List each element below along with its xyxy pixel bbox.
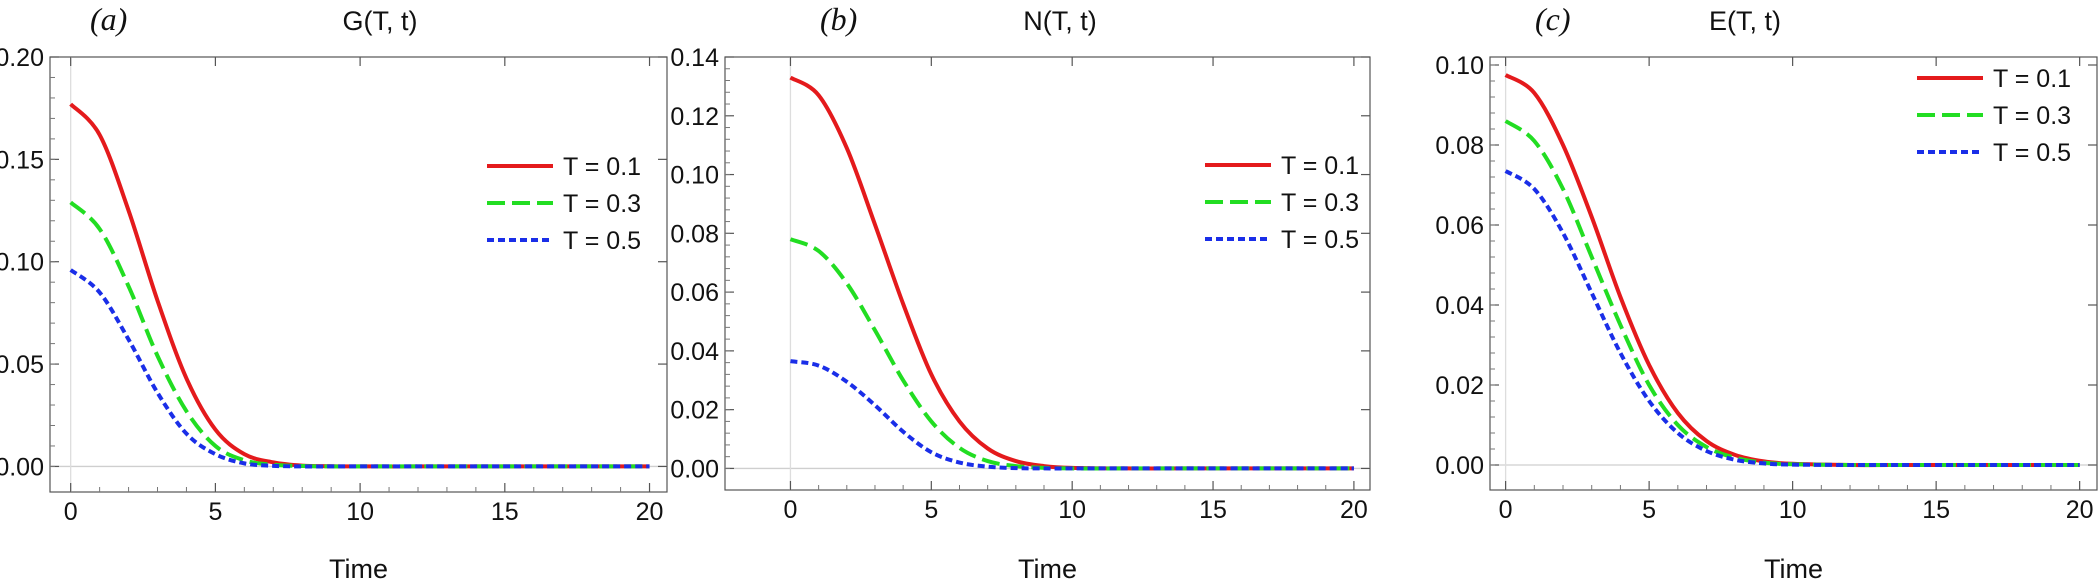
y-tick-label: 0.08 xyxy=(1435,132,1484,160)
x-tick-label: 10 xyxy=(346,498,374,526)
x-tick-label: 5 xyxy=(1642,496,1656,524)
legend-label: T = 0.5 xyxy=(1281,226,1359,254)
plot-frame xyxy=(724,56,1371,491)
x-tick-label: 0 xyxy=(64,498,78,526)
y-tick-label: 0.02 xyxy=(1435,372,1484,400)
panel-title: E(T, t) xyxy=(1709,6,1781,36)
x-tick-label: 20 xyxy=(2066,496,2094,524)
x-tick-label: 10 xyxy=(1779,496,1807,524)
panel-title: N(T, t) xyxy=(1023,6,1097,36)
plot-frame xyxy=(49,56,668,493)
series-line-t05 xyxy=(790,359,1354,471)
x-axis-label: Time xyxy=(329,554,388,582)
x-tick-label: 15 xyxy=(491,498,519,526)
y-tick-label: 0.00 xyxy=(1435,452,1484,480)
y-tick-label: 0.06 xyxy=(670,279,719,307)
legend-label: T = 0.3 xyxy=(563,190,641,218)
y-tick-label: 0.06 xyxy=(1435,212,1484,240)
x-tick-label: 0 xyxy=(783,496,797,524)
y-tick-label: 0.02 xyxy=(670,397,719,425)
series-line-t05 xyxy=(69,268,650,469)
legend-label: T = 0.1 xyxy=(1993,65,2071,93)
y-tick-label: 0.10 xyxy=(0,249,44,277)
y-tick-label: 0.04 xyxy=(1435,292,1484,320)
legend-label: T = 0.5 xyxy=(563,227,641,255)
x-tick-label: 20 xyxy=(1340,496,1368,524)
y-tick-label: 0.08 xyxy=(670,220,719,248)
x-tick-label: 5 xyxy=(924,496,938,524)
x-tick-label: 15 xyxy=(1199,496,1227,524)
y-tick-label: 0.10 xyxy=(670,162,719,190)
y-tick-label: 0.14 xyxy=(670,44,719,72)
y-tick-label: 0.20 xyxy=(0,44,44,72)
panel-letter: (c) xyxy=(1535,1,1571,37)
x-tick-label: 5 xyxy=(208,498,222,526)
legend-label: T = 0.3 xyxy=(1281,189,1359,217)
x-tick-label: 0 xyxy=(1499,496,1513,524)
y-tick-label: 0.10 xyxy=(1435,52,1484,80)
panel-letter: (a) xyxy=(90,1,127,37)
legend-label: T = 0.1 xyxy=(563,153,641,181)
series-line-t05 xyxy=(1504,169,2080,468)
x-tick-label: 15 xyxy=(1922,496,1950,524)
y-tick-label: 0.04 xyxy=(670,338,719,366)
x-axis-label: Time xyxy=(1018,554,1077,582)
y-tick-label: 0.15 xyxy=(0,146,44,174)
series-line-t03 xyxy=(789,237,1354,471)
series-line-t03 xyxy=(1504,119,2080,468)
y-tick-label: 0.05 xyxy=(0,351,44,379)
panel-title: G(T, t) xyxy=(343,6,418,36)
x-tick-label: 10 xyxy=(1058,496,1086,524)
panel-letter: (b) xyxy=(820,1,857,37)
x-axis-label: Time xyxy=(1764,554,1823,582)
legend-label: T = 0.1 xyxy=(1281,152,1359,180)
series-line-t01 xyxy=(1504,73,2080,468)
x-tick-label: 20 xyxy=(636,498,664,526)
y-tick-label: 0.00 xyxy=(0,453,44,481)
series-line-t01 xyxy=(789,75,1354,471)
y-tick-label: 0.12 xyxy=(670,103,719,131)
legend-label: T = 0.3 xyxy=(1993,102,2071,130)
legend-label: T = 0.5 xyxy=(1993,139,2071,167)
y-tick-label: 0.00 xyxy=(670,455,719,483)
